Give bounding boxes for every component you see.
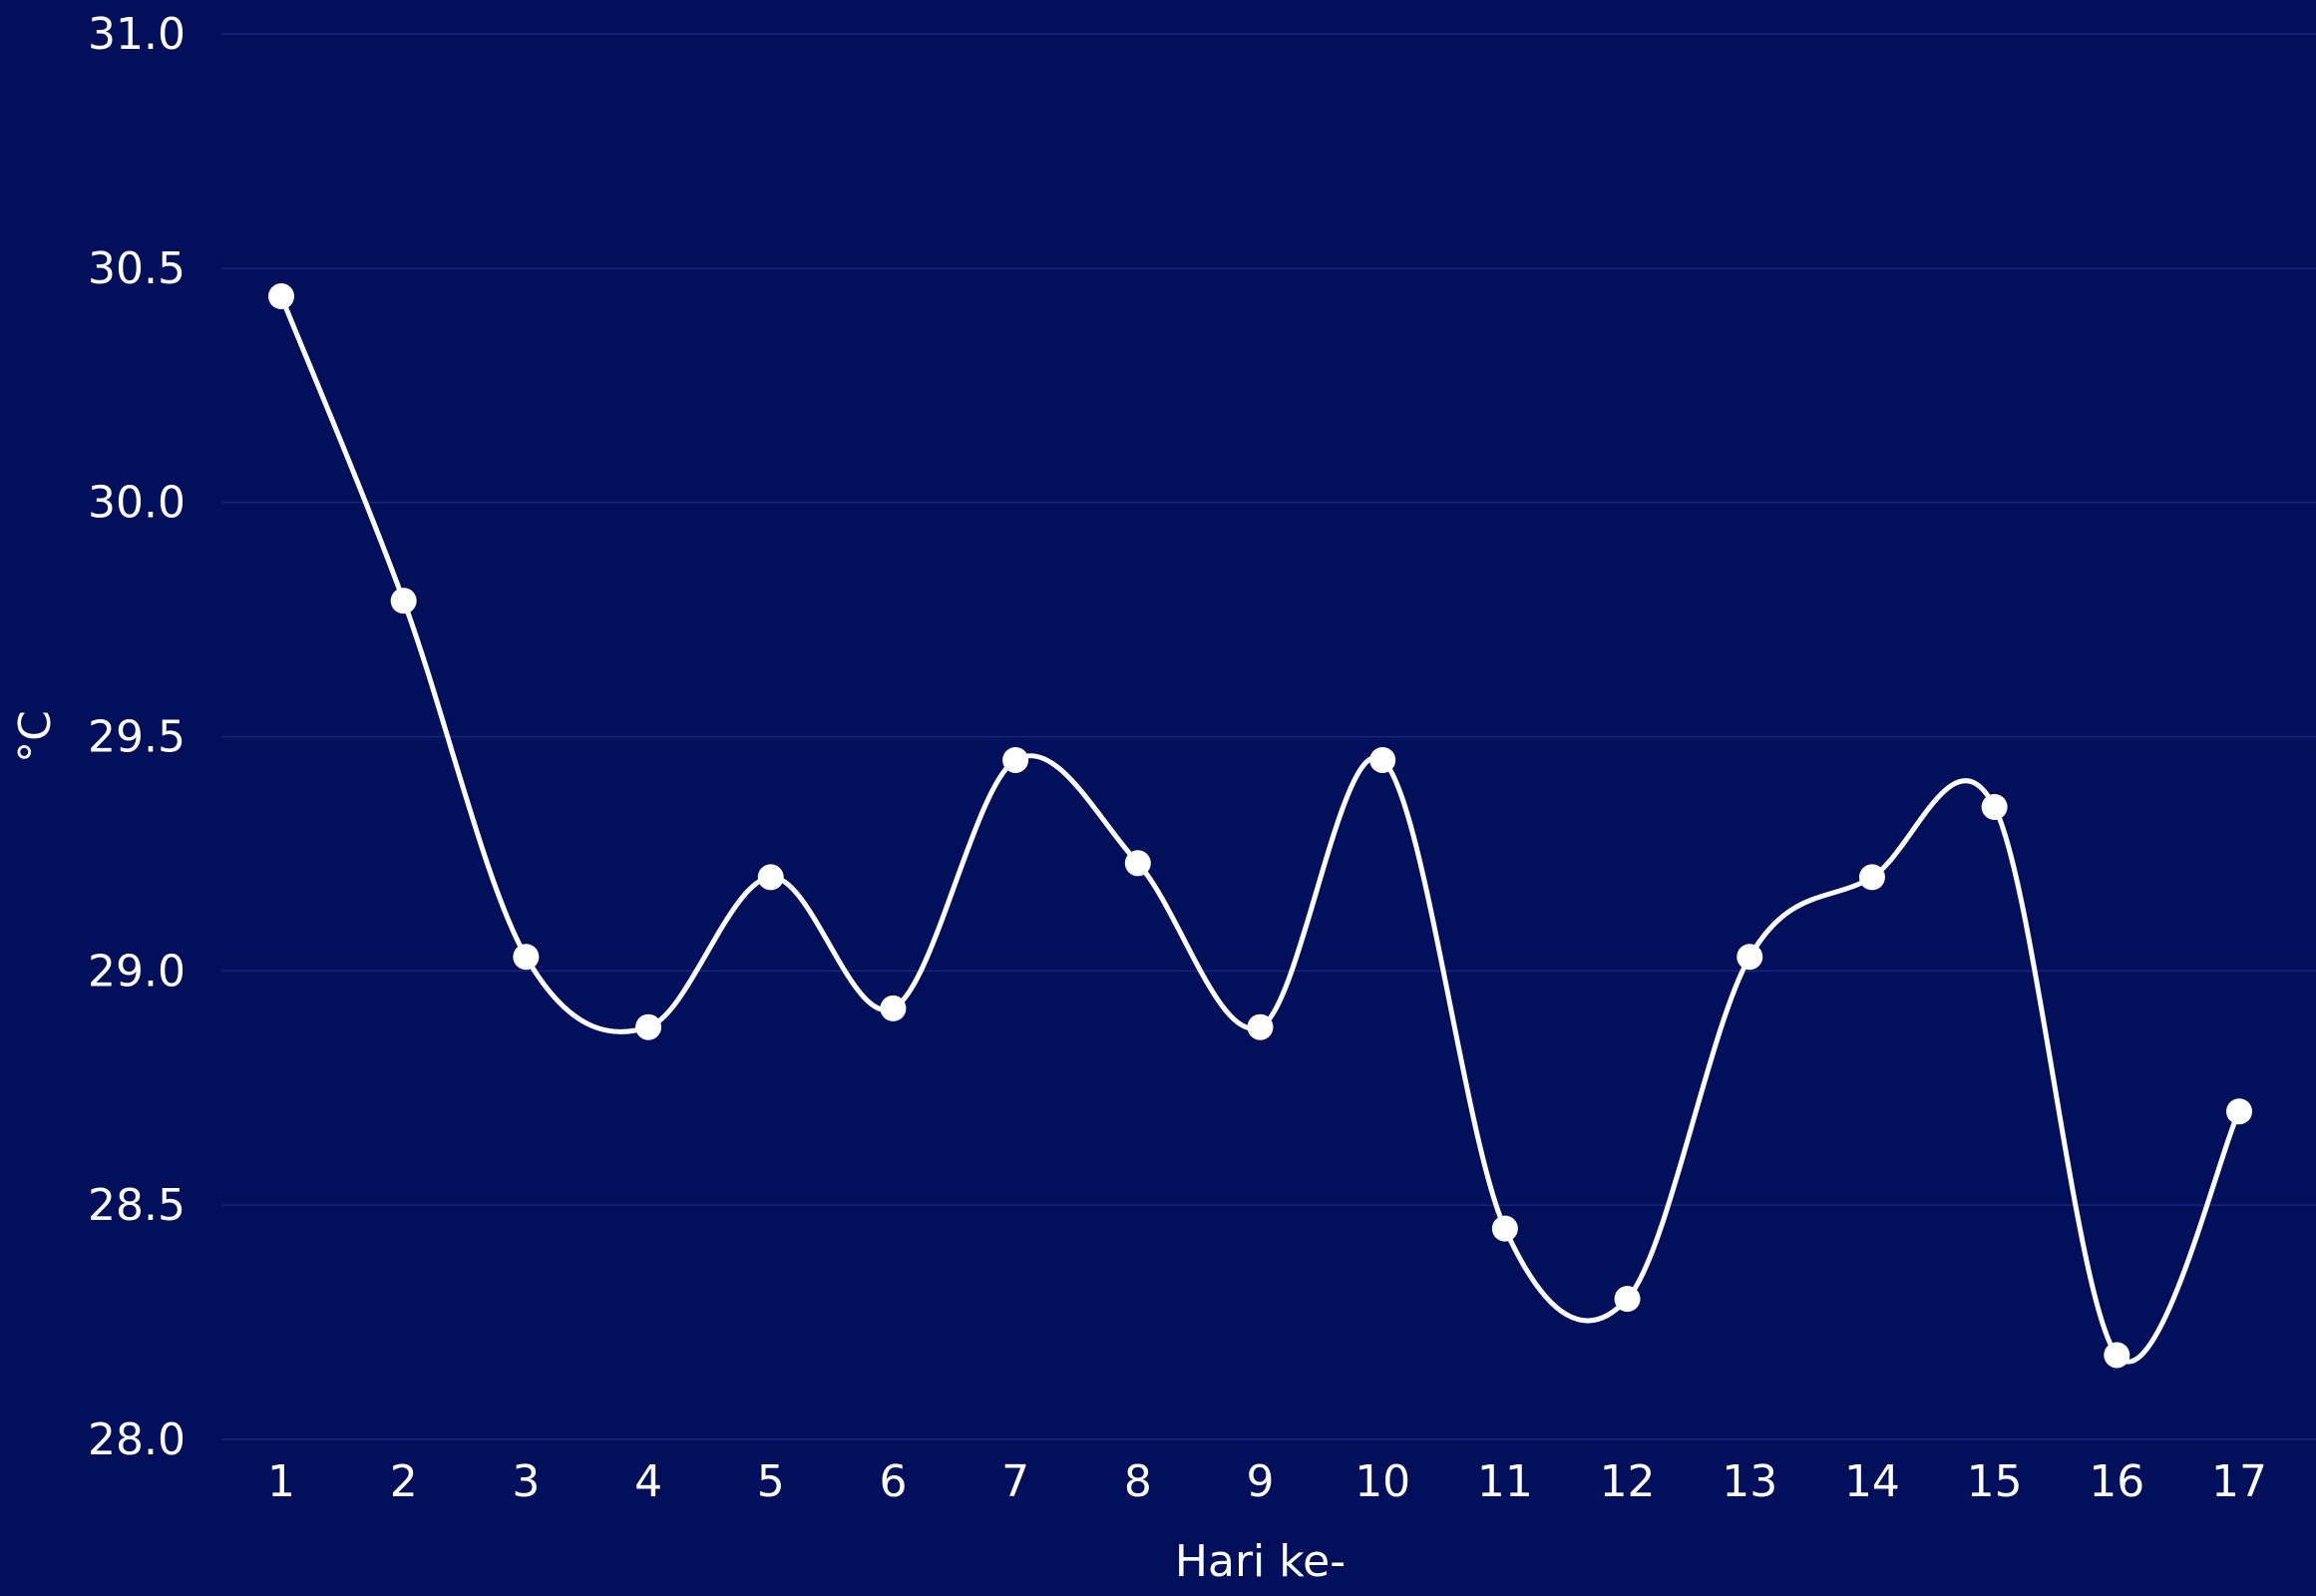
x-tick-label: 13 bbox=[1722, 1456, 1777, 1507]
y-tick-label: 29.5 bbox=[88, 712, 186, 763]
data-point bbox=[1369, 746, 1396, 773]
x-tick-label: 7 bbox=[1001, 1456, 1029, 1507]
x-axis-title: Hari ke- bbox=[1175, 1536, 1346, 1587]
x-tick-label: 4 bbox=[634, 1456, 662, 1507]
x-tick-label: 3 bbox=[512, 1456, 540, 1507]
x-tick-label: 2 bbox=[390, 1456, 418, 1507]
x-tick-label: 6 bbox=[879, 1456, 907, 1507]
x-tick-label: 5 bbox=[757, 1456, 785, 1507]
data-point bbox=[1858, 864, 1885, 891]
y-tick-label: 28.5 bbox=[88, 1180, 186, 1231]
data-point bbox=[390, 588, 417, 614]
data-point bbox=[635, 1013, 662, 1040]
data-point bbox=[513, 944, 540, 971]
data-point bbox=[757, 864, 784, 891]
x-tick-label: 16 bbox=[2089, 1456, 2144, 1507]
data-point bbox=[1002, 746, 1029, 773]
x-tick-label: 15 bbox=[1967, 1456, 2023, 1507]
x-tick-label: 14 bbox=[1844, 1456, 1900, 1507]
y-tick-label: 30.0 bbox=[88, 478, 186, 529]
data-point bbox=[1247, 1013, 1274, 1040]
data-point bbox=[1124, 850, 1151, 877]
x-tick-label: 10 bbox=[1354, 1456, 1410, 1507]
y-tick-label: 28.0 bbox=[88, 1414, 186, 1465]
y-axis-tick-labels: 28.0 28.5 29.0 29.5 30.0 30.5 31.0 bbox=[88, 9, 186, 1465]
data-point bbox=[1491, 1215, 1518, 1242]
y-tick-label: 31.0 bbox=[88, 9, 186, 60]
y-tick-label: 29.0 bbox=[88, 946, 186, 997]
data-point bbox=[268, 283, 294, 310]
series-line bbox=[278, 295, 2242, 1365]
x-tick-label: 11 bbox=[1477, 1456, 1533, 1507]
x-tick-label: 9 bbox=[1247, 1456, 1275, 1507]
gridlines bbox=[221, 33, 2316, 1440]
y-axis-title: °C bbox=[10, 710, 61, 763]
x-axis-tick-labels: 1 2 3 4 5 6 7 8 9 10 11 12 13 14 15 16 17 bbox=[267, 1456, 2267, 1507]
y-tick-label: 30.5 bbox=[88, 243, 186, 294]
x-tick-label: 8 bbox=[1124, 1456, 1152, 1507]
x-tick-label: 12 bbox=[1600, 1456, 1656, 1507]
x-tick-label: 1 bbox=[267, 1456, 295, 1507]
data-points bbox=[268, 283, 2252, 1369]
data-point bbox=[1614, 1286, 1641, 1313]
data-point bbox=[2226, 1098, 2252, 1125]
data-point bbox=[880, 995, 907, 1021]
data-point bbox=[1737, 944, 1763, 971]
data-point bbox=[1981, 793, 2008, 820]
data-point bbox=[2104, 1342, 2130, 1369]
x-tick-label: 17 bbox=[2211, 1456, 2267, 1507]
